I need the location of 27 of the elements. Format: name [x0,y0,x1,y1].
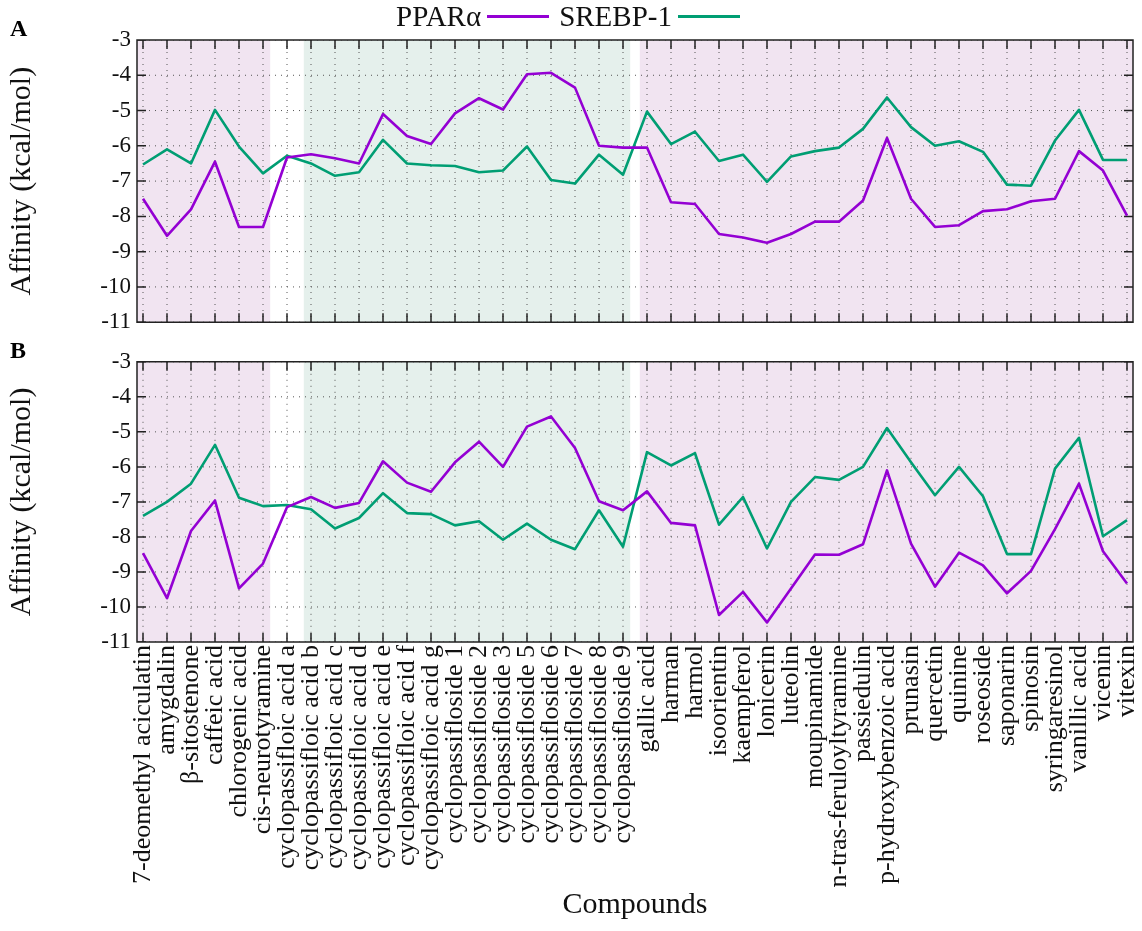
y-tick-label: -11 [101,628,131,654]
legend-label: SREBP-1 [559,0,672,33]
y-tick-label: -11 [101,308,131,334]
y-tick-label: -10 [100,272,131,298]
y-tick-label: -7 [111,167,131,193]
y-tick-label: -4 [111,61,132,87]
y-tick-label: -9 [111,558,131,583]
y-tick-label: -3 [111,347,131,373]
y-tick-label: -6 [111,452,131,478]
legend-label: PPARα [396,0,482,33]
y-axis-title: Affinity (kcal/mol) [2,387,37,617]
y-tick-label: -9 [111,237,131,263]
x-tick-label: caffeic acid [198,645,228,766]
x-axis-title: Compounds [562,885,708,919]
y-tick-label: -5 [111,96,131,122]
y-tick-label: -7 [111,487,131,513]
y-tick-label: -10 [100,593,131,619]
y-tick-label: -8 [111,522,131,548]
y-tick-label: -6 [111,131,131,157]
y-tick-label: -4 [111,382,132,408]
y-tick-label: -3 [111,26,131,52]
chart-title: A [10,15,28,41]
y-axis-title: Affinity (kcal/mol) [2,66,37,296]
x-tick-label: luteolin [774,645,804,725]
y-tick-label: -5 [111,417,131,443]
y-tick-label: -8 [111,202,131,228]
chart-title: B [10,336,27,363]
